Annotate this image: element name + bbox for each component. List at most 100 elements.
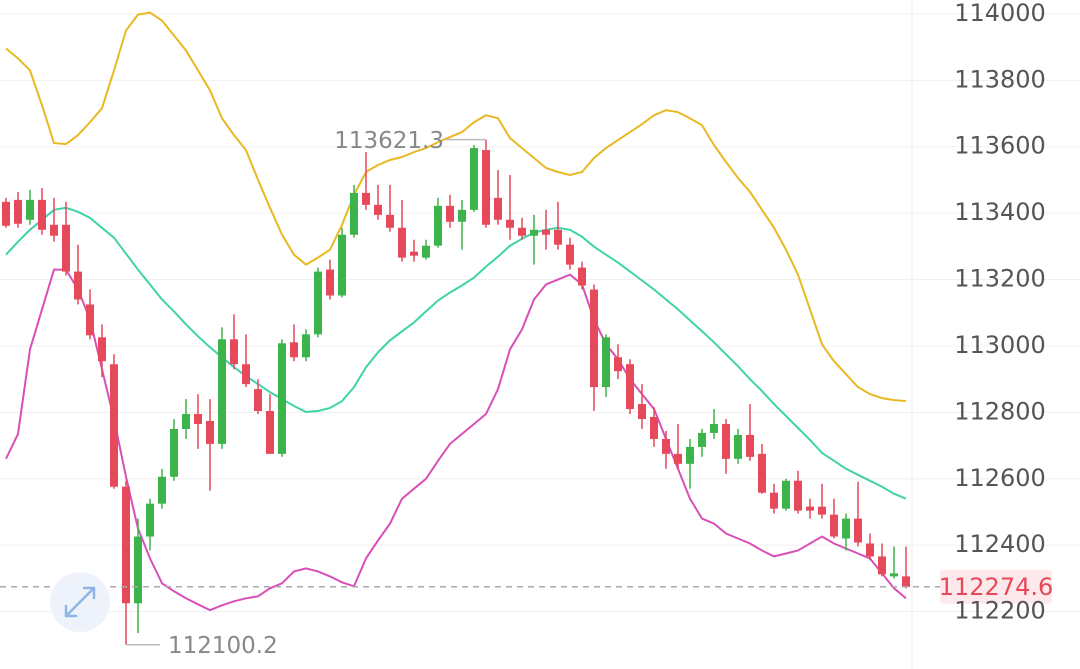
y-tick-label: 112800 bbox=[954, 397, 1046, 425]
y-tick-label: 113000 bbox=[954, 331, 1046, 359]
candle-body bbox=[902, 576, 910, 587]
candle-body bbox=[422, 245, 430, 258]
candle-body bbox=[242, 364, 250, 385]
candle-body bbox=[554, 229, 562, 245]
candle-body bbox=[854, 518, 862, 543]
band-line bbox=[5, 268, 907, 612]
y-tick-label: 113400 bbox=[954, 198, 1046, 226]
candle-body bbox=[74, 271, 82, 300]
candle-body bbox=[278, 343, 286, 454]
candle-body bbox=[362, 192, 370, 205]
candle-body bbox=[650, 417, 658, 439]
candle-body bbox=[38, 199, 46, 230]
y-tick-label: 112400 bbox=[954, 530, 1046, 558]
candle-body bbox=[722, 423, 730, 459]
candle-body bbox=[50, 224, 58, 236]
candle-body bbox=[794, 480, 802, 511]
band-line bbox=[5, 206, 907, 500]
min-label: 112100.2 bbox=[168, 633, 278, 659]
candle-body bbox=[890, 573, 898, 577]
candle-body bbox=[314, 271, 322, 335]
candle-body bbox=[290, 342, 298, 358]
candle-body bbox=[182, 414, 190, 429]
candle-body bbox=[158, 476, 166, 504]
candle-body bbox=[170, 428, 178, 477]
candle-body bbox=[446, 205, 454, 222]
candle-body bbox=[566, 244, 574, 265]
candle-body bbox=[218, 339, 226, 444]
candle-body bbox=[818, 506, 826, 515]
candle-body bbox=[842, 518, 850, 539]
candle-body bbox=[458, 209, 466, 222]
candle-body bbox=[506, 219, 514, 228]
candle-body bbox=[302, 334, 310, 358]
candle-body bbox=[470, 148, 478, 210]
y-tick-label: 112200 bbox=[954, 597, 1046, 625]
candle-body bbox=[374, 204, 382, 215]
candle-body bbox=[86, 304, 94, 336]
candle-body bbox=[482, 150, 490, 225]
candle-body bbox=[266, 411, 274, 454]
grid bbox=[0, 13, 1080, 613]
candle-body bbox=[746, 434, 754, 457]
candle-body bbox=[386, 214, 394, 228]
candle-body bbox=[26, 199, 34, 220]
candle-body bbox=[686, 446, 694, 464]
candle-body bbox=[122, 486, 130, 604]
y-tick-label: 113800 bbox=[954, 65, 1046, 93]
candle-body bbox=[62, 224, 70, 272]
y-axis: 112200 112400 112600 112800 113000 113200 1134… bbox=[954, 0, 1046, 625]
candle-body bbox=[542, 229, 550, 235]
candle-body bbox=[206, 420, 214, 444]
candle-body bbox=[434, 205, 442, 246]
overlay: 113621.3 112100.2 112274.6 bbox=[0, 128, 1053, 659]
candle-body bbox=[878, 556, 886, 575]
candle-body bbox=[710, 423, 718, 433]
candle-body bbox=[350, 192, 358, 235]
candle-body bbox=[758, 453, 766, 493]
y-tick-label: 113200 bbox=[954, 265, 1046, 293]
candle-body bbox=[2, 201, 10, 226]
candle-body bbox=[338, 234, 346, 296]
last-price-label: 112274.6 bbox=[939, 573, 1054, 601]
candle-body bbox=[578, 267, 586, 286]
candle-body bbox=[698, 432, 706, 447]
candle-body bbox=[662, 438, 670, 454]
candle-body bbox=[134, 536, 142, 604]
candle-body bbox=[398, 227, 406, 258]
candle-body bbox=[98, 337, 106, 362]
candle-body bbox=[110, 364, 118, 487]
candle-body bbox=[866, 543, 874, 557]
candle-body bbox=[590, 289, 598, 388]
y-tick-label: 112600 bbox=[954, 464, 1046, 492]
candle-body bbox=[194, 414, 202, 424]
candle-body bbox=[146, 503, 154, 537]
candle-body bbox=[626, 364, 634, 410]
candle-body bbox=[530, 229, 538, 236]
candle-body bbox=[14, 199, 22, 224]
candle-body bbox=[602, 337, 610, 388]
candle-body bbox=[230, 339, 238, 365]
candle-body bbox=[638, 404, 646, 419]
bands bbox=[5, 11, 907, 612]
candle-body bbox=[830, 514, 838, 537]
max-label: 113621.3 bbox=[334, 128, 444, 154]
last-price-tag bbox=[940, 569, 1052, 604]
candle-body bbox=[410, 251, 418, 256]
candle-body bbox=[494, 197, 502, 220]
candle-body bbox=[518, 227, 526, 236]
expand-button[interactable] bbox=[50, 572, 110, 632]
band-line bbox=[5, 11, 907, 403]
candle-body bbox=[674, 453, 682, 464]
candle-body bbox=[254, 389, 262, 412]
candle-body bbox=[326, 269, 334, 296]
y-tick-label: 114000 bbox=[954, 0, 1046, 27]
candle-body bbox=[770, 492, 778, 509]
candles bbox=[2, 139, 910, 645]
y-tick-label: 113600 bbox=[954, 132, 1046, 160]
candle-body bbox=[806, 506, 814, 511]
candle-body bbox=[782, 480, 790, 509]
candle-body bbox=[614, 357, 622, 372]
expand-icon[interactable] bbox=[64, 586, 96, 618]
